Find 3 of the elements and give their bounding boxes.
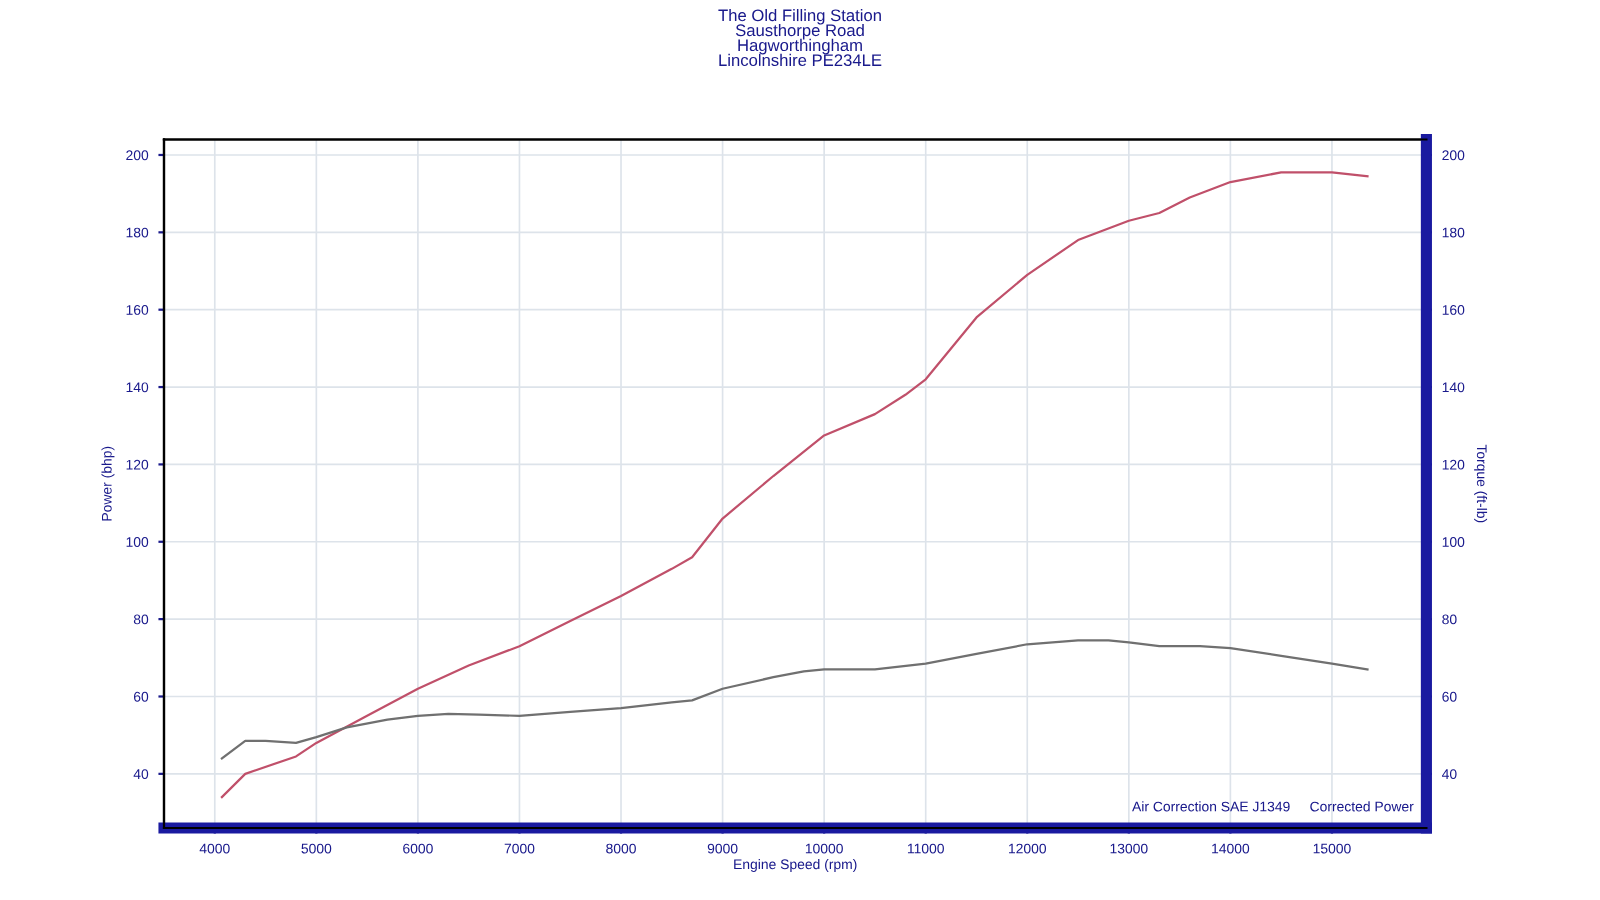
text: The Old Filling Station Sausthorpe Road Hagworthingham Lincolnshire PE234LE: [718, 9, 882, 67]
line-series: [220, 639, 1369, 760]
line-series: [220, 171, 1369, 799]
